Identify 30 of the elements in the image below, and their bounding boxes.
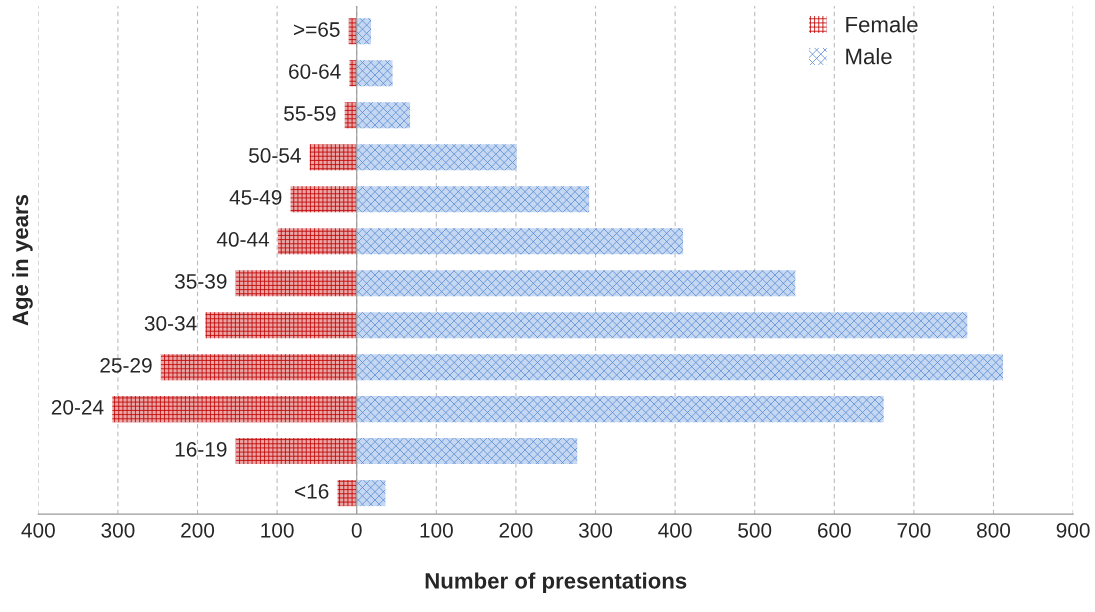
legend-label: Female — [846, 16, 918, 33]
legend-label: Male — [846, 48, 892, 65]
y-tick-label: <16 — [295, 483, 329, 499]
x-tick-label: 600 — [817, 522, 851, 538]
y-tick-label: >=65 — [294, 22, 340, 37]
y-tick-label: 55-59 — [284, 106, 336, 121]
x-tick-label: 300 — [101, 522, 135, 538]
x-tick-label: 900 — [1056, 522, 1090, 538]
y-tick-label: 25-29 — [100, 357, 152, 373]
y-axis-title: Age in years — [11, 194, 33, 326]
x-tick-label: 400 — [658, 522, 692, 538]
x-tick-label: 800 — [977, 522, 1011, 538]
x-axis-title: Number of presentations — [425, 572, 687, 594]
y-tick-label: 30-34 — [144, 316, 197, 331]
x-tick-label: 700 — [897, 522, 931, 538]
x-tick-label: 300 — [578, 522, 613, 538]
x-tick-label: 500 — [738, 522, 772, 538]
y-tick-label: 35-39 — [174, 274, 227, 289]
x-tick-label: 0 — [351, 522, 362, 538]
x-tick-label: 100 — [261, 522, 294, 538]
y-tick-label: 45-49 — [229, 190, 282, 205]
y-tick-label: 20-24 — [51, 399, 104, 415]
x-tick-label: 200 — [499, 522, 533, 538]
x-tick-label: 200 — [181, 522, 215, 538]
y-tick-label: 60-64 — [289, 64, 341, 79]
y-tick-label: 50-54 — [249, 148, 301, 163]
x-tick-label: 100 — [420, 522, 453, 538]
y-tick-label: 16-19 — [175, 441, 227, 457]
y-tick-label: 40-44 — [216, 232, 270, 247]
x-tick-label: 400 — [21, 522, 55, 538]
